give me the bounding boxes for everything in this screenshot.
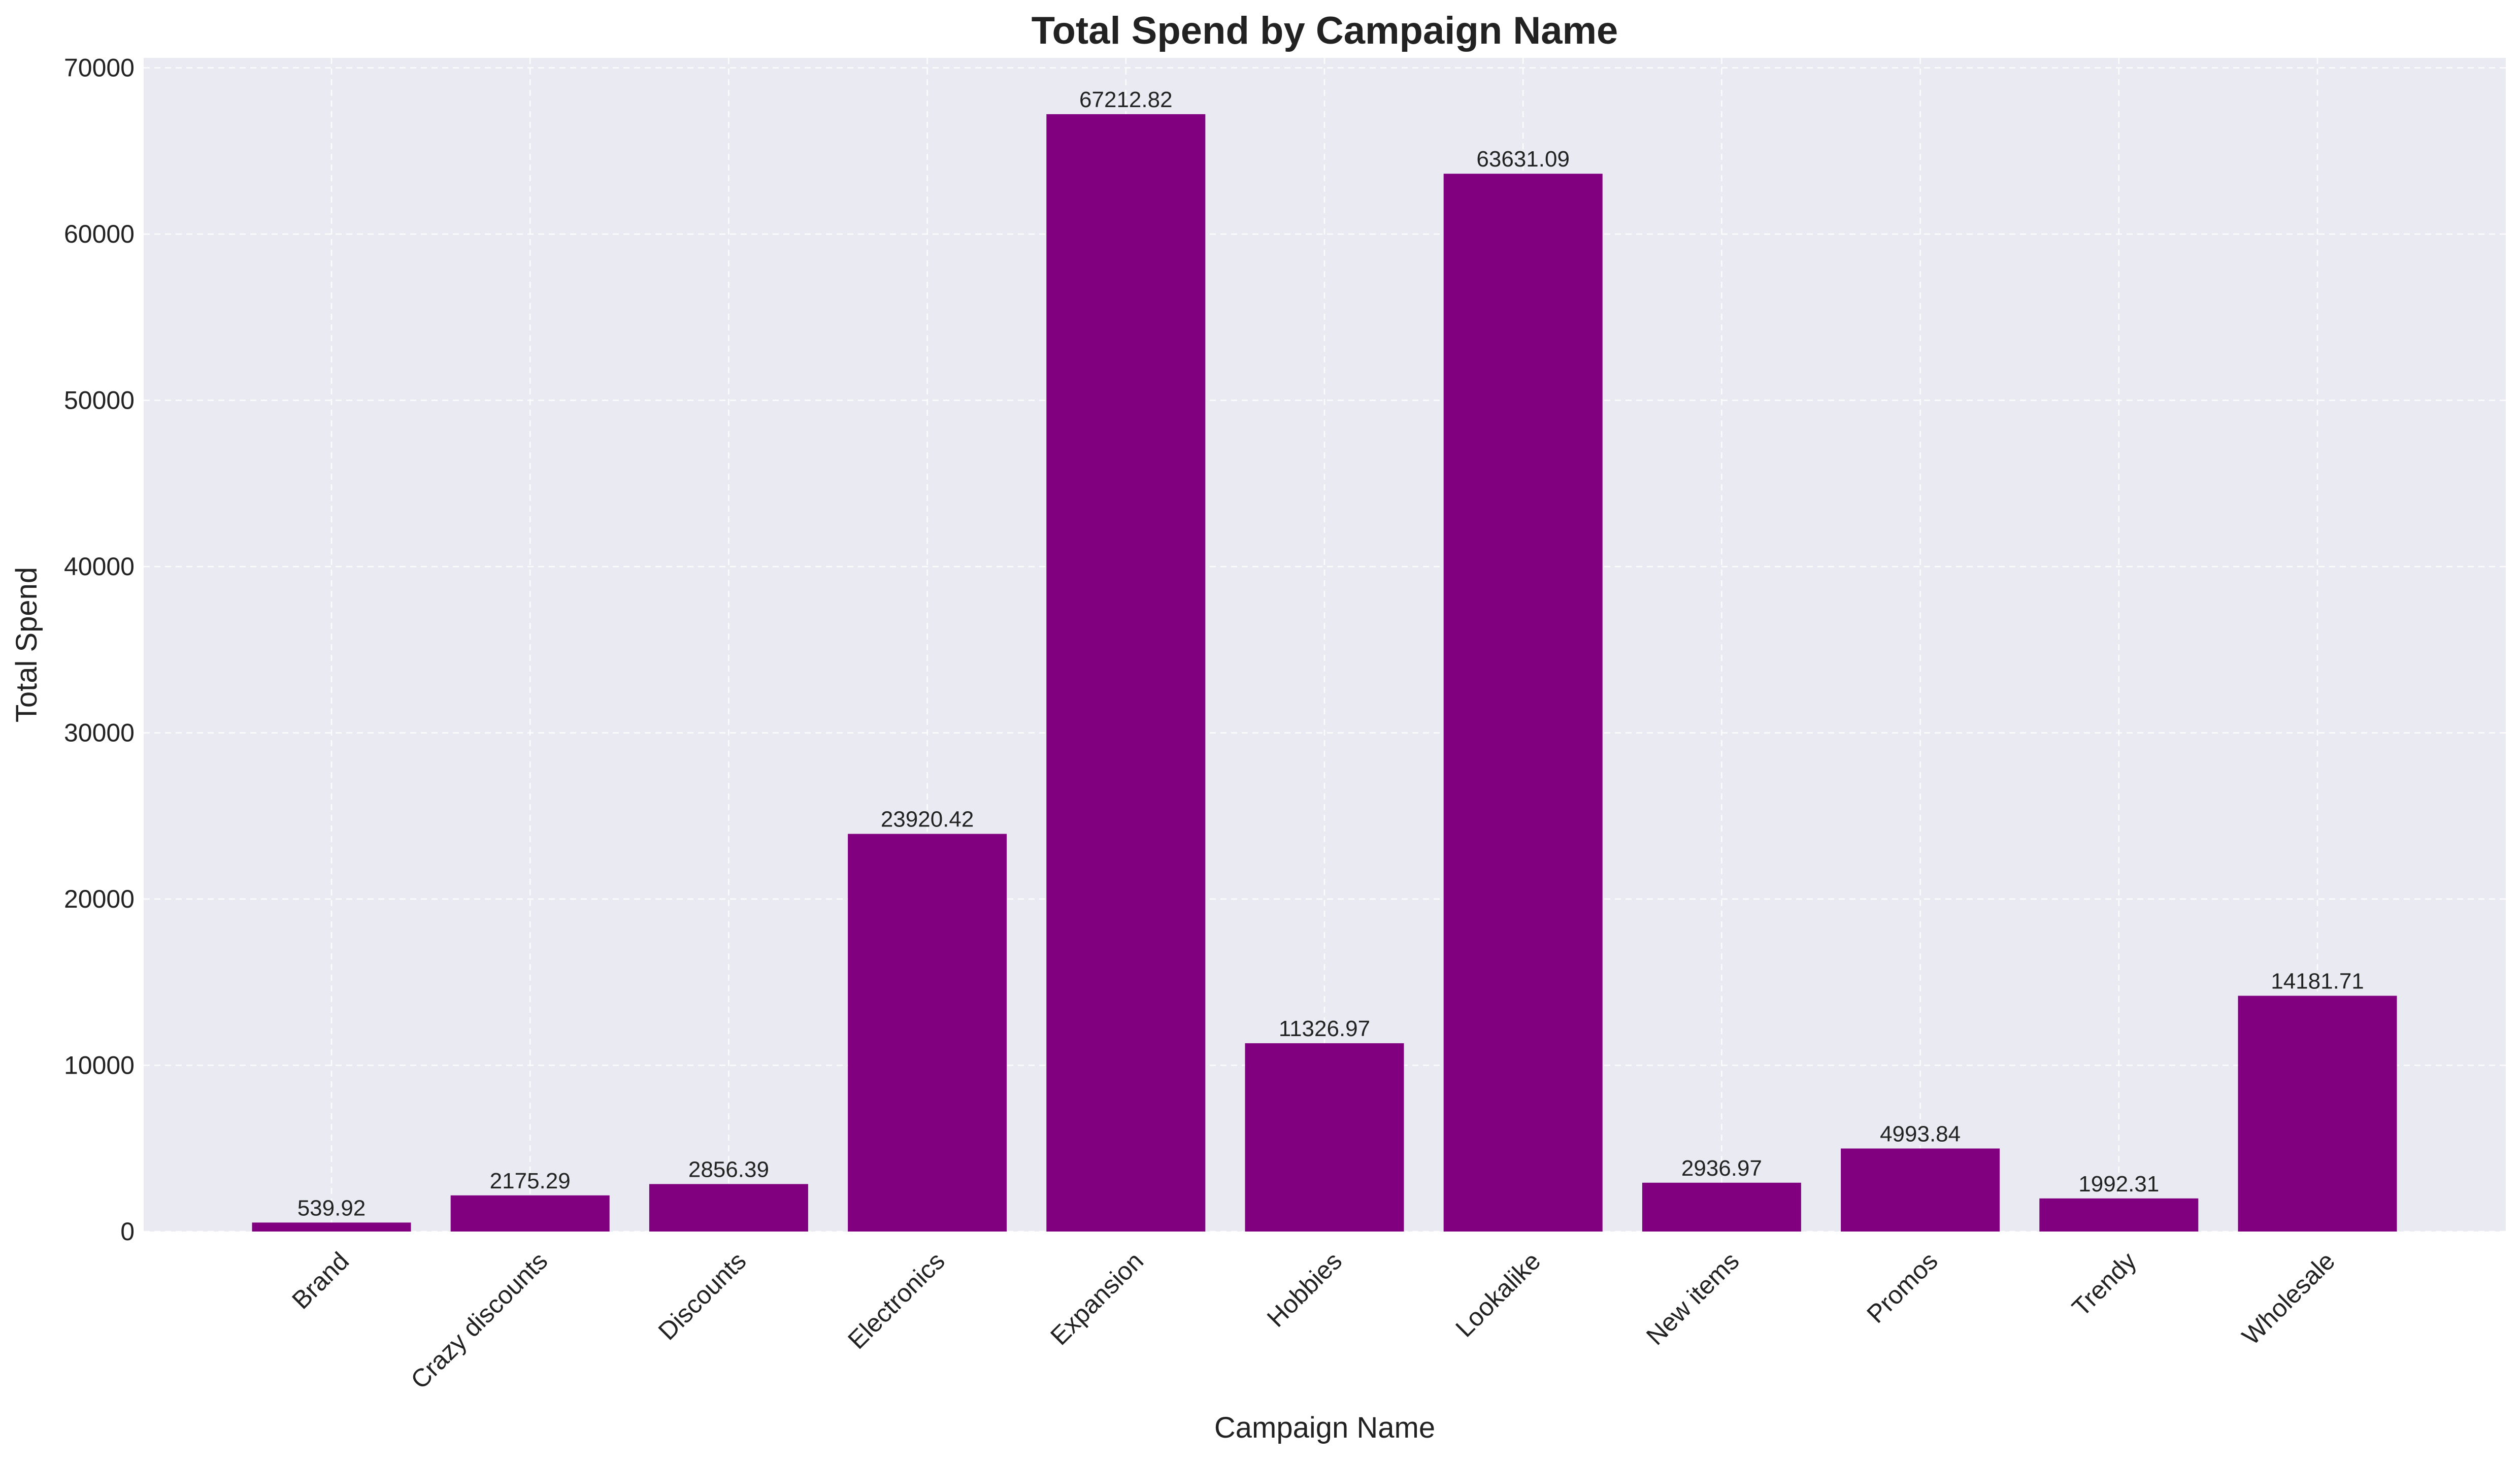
- y-tick-label: 0: [120, 1217, 135, 1246]
- bar-value-label: 2856.39: [688, 1157, 769, 1182]
- y-tick-label: 30000: [64, 719, 135, 747]
- bar-value-label: 1992.31: [2078, 1172, 2159, 1197]
- chart-title: Total Spend by Campaign Name: [1032, 9, 1618, 52]
- bar-value-label: 63631.09: [1476, 147, 1570, 172]
- x-axis-ticks: Brand Crazy discounts Discounts Electronics…: [286, 1247, 2340, 1394]
- bar-value-label: 539.92: [297, 1195, 366, 1220]
- x-tick-label: Promos: [1861, 1247, 1943, 1328]
- bar: [649, 1184, 808, 1232]
- y-tick-label: 20000: [64, 885, 135, 913]
- y-tick-label: 10000: [64, 1051, 135, 1080]
- bar: [848, 834, 1007, 1232]
- y-tick-label: 50000: [64, 386, 135, 415]
- bar: [1642, 1182, 1801, 1232]
- bar-value-label: 4993.84: [1880, 1121, 1961, 1146]
- y-axis-ticks: 0 10000 20000 30000 40000 50000 60000 70000: [64, 54, 135, 1246]
- bar: [1841, 1148, 2000, 1232]
- bar: [1443, 174, 1603, 1232]
- x-tick-label: Discounts: [653, 1247, 752, 1346]
- y-tick-label: 70000: [64, 54, 135, 82]
- data-labels: 539.92 2175.29 2856.39 23920.42 67212.82 1132…: [297, 87, 2364, 1220]
- x-tick-label: Electronics: [842, 1247, 950, 1355]
- x-tick-label: Hobbies: [1262, 1247, 1347, 1333]
- x-tick-label: Crazy discounts: [405, 1247, 553, 1394]
- x-axis-label: Campaign Name: [1214, 1411, 1435, 1444]
- bar-value-label: 23920.42: [881, 807, 974, 832]
- x-tick-label: Trendy: [2067, 1247, 2142, 1322]
- y-tick-label: 60000: [64, 220, 135, 248]
- x-tick-label: Wholesale: [2237, 1247, 2341, 1351]
- bar: [2238, 995, 2397, 1232]
- bar: [252, 1222, 411, 1232]
- y-tick-label: 40000: [64, 552, 135, 581]
- bar-value-label: 11326.97: [1279, 1016, 1370, 1041]
- bar-value-label: 2936.97: [1681, 1156, 1762, 1181]
- x-tick-label: Brand: [286, 1247, 354, 1315]
- bar: [1046, 114, 1206, 1232]
- bar: [2039, 1198, 2199, 1232]
- x-tick-label: Lookalike: [1450, 1247, 1546, 1343]
- bars: [252, 114, 2397, 1232]
- y-axis-label: Total Spend: [10, 567, 43, 722]
- x-tick-label: Expansion: [1045, 1247, 1149, 1351]
- bar: [450, 1195, 610, 1232]
- bar-value-label: 14181.71: [2271, 969, 2364, 994]
- bar: [1245, 1043, 1404, 1232]
- x-tick-label: New items: [1641, 1247, 1745, 1351]
- bar-value-label: 2175.29: [490, 1169, 571, 1193]
- bar-value-label: 67212.82: [1079, 87, 1173, 112]
